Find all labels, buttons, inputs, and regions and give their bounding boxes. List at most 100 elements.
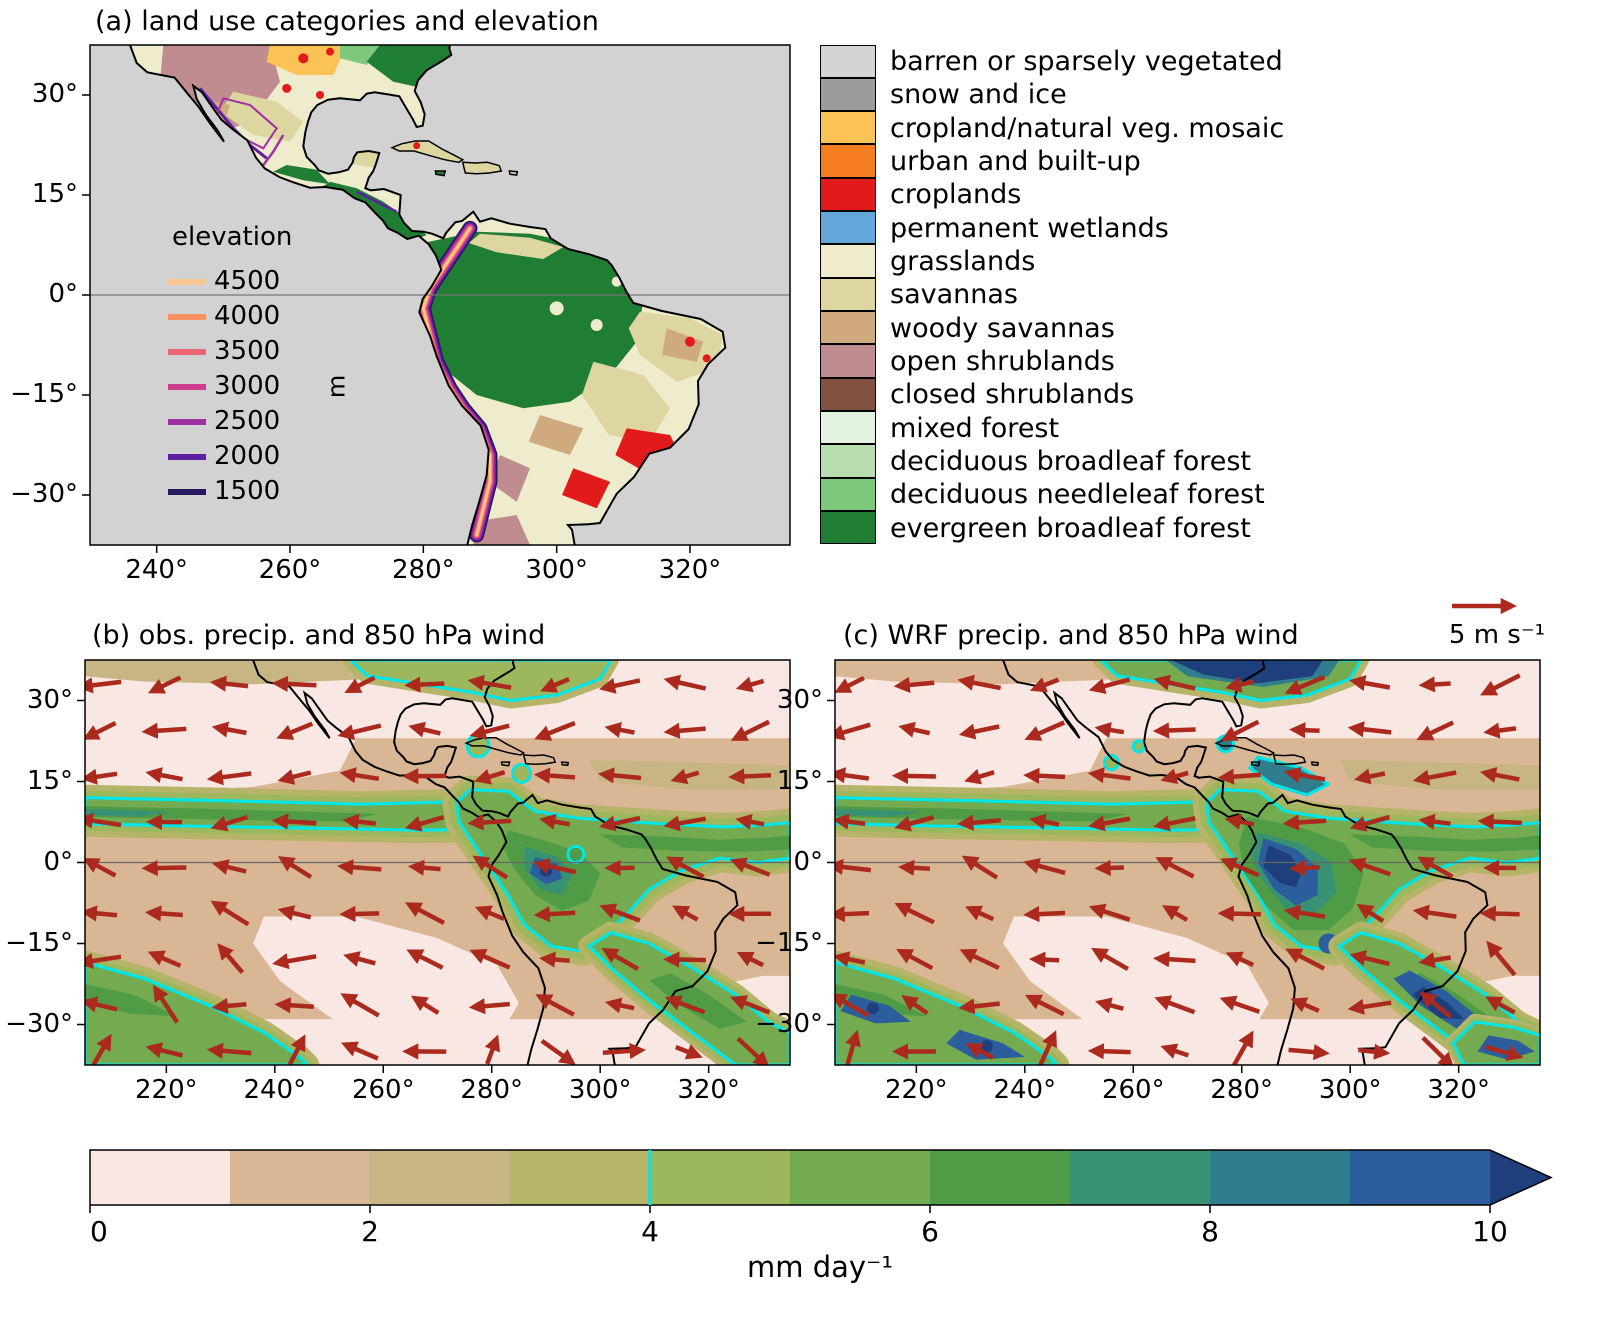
elevation-level-label: 4500	[214, 266, 281, 296]
landuse-legend-item: mixed forest	[820, 411, 1580, 445]
landuse-label: closed shrublands	[890, 379, 1135, 411]
panel-b-x-tick-label: 280°	[460, 1075, 524, 1105]
panel-a-x-tick-label: 320°	[658, 555, 722, 585]
elevation-level-label: 3000	[214, 371, 281, 401]
landuse-label: croplands	[890, 179, 1022, 211]
panel-a-x-tick-label: 260°	[258, 555, 322, 585]
landuse-swatch	[820, 77, 876, 112]
colorbar-tick-label: 8	[1201, 1215, 1219, 1248]
landuse-label: snow and ice	[890, 79, 1067, 111]
elevation-unit-label: m	[322, 374, 351, 399]
panel-c-title: (c) WRF precip. and 850 hPa wind	[843, 620, 1299, 651]
panel-a-y-tick-label: 30°	[31, 79, 78, 109]
landuse-swatch	[820, 511, 876, 545]
panel-c-x-tick-label: 260°	[1101, 1075, 1165, 1105]
landuse-label: mixed forest	[890, 412, 1060, 444]
landuse-legend-item: deciduous broadleaf forest	[820, 444, 1580, 478]
landuse-swatch	[820, 311, 876, 345]
elevation-level-label: 1500	[214, 476, 281, 506]
panel-a-y-tick-label: 0°	[48, 279, 78, 309]
panel-c-y-tick-label: 15°	[776, 765, 823, 796]
elevation-level-label: 2500	[214, 406, 281, 436]
panel-c-y-tick-label: −15°	[755, 927, 823, 958]
landuse-swatch	[820, 411, 876, 445]
panel-c-x-tick-label: 240°	[993, 1075, 1057, 1105]
panel-c-y-tick-label: 0°	[793, 846, 823, 877]
colorbar-unit-label: mm day⁻¹	[747, 1250, 893, 1284]
landuse-legend-item: urban and built-up	[820, 144, 1580, 178]
landuse-legend-item: deciduous needleleaf forest	[820, 477, 1580, 512]
panel-b-x-tick-label: 220°	[135, 1075, 198, 1105]
panel-b-x-tick-label: 320°	[677, 1075, 740, 1105]
panel-c-x-tick-label: 280°	[1210, 1075, 1274, 1105]
panel-a-x-tick-label: 280°	[392, 555, 455, 585]
panel-b-y-tick-label: −15°	[5, 927, 73, 958]
panel-b-x-tick-label: 260°	[351, 1075, 415, 1105]
panel-a-x-tick-label: 300°	[525, 555, 588, 585]
colorbar-tick-label: 6	[921, 1215, 939, 1248]
colorbar-tick-label: 0	[90, 1215, 108, 1248]
landuse-legend-item: barren or sparsely vegetated	[820, 45, 1580, 79]
panel-b-x-tick-label: 300°	[568, 1075, 632, 1105]
colorbar-tick-label: 10	[1472, 1215, 1508, 1248]
landuse-label: woody savannas	[890, 312, 1115, 344]
panel-b-y-tick-label: −30°	[5, 1008, 73, 1039]
landuse-swatch	[820, 144, 876, 178]
elevation-level-label: 4000	[214, 301, 281, 331]
elevation-level-label: 2000	[214, 441, 281, 471]
landuse-swatch	[820, 177, 876, 212]
landuse-legend-item: evergreen broadleaf forest	[820, 511, 1580, 545]
panel-b-y-tick-label: 15°	[26, 765, 73, 796]
panel-a-y-tick-label: −30°	[10, 479, 78, 509]
elevation-legend-title: elevation	[172, 222, 293, 252]
landuse-swatch	[820, 277, 876, 312]
landuse-swatch	[820, 377, 876, 412]
landuse-legend: barren or sparsely vegetated snow and ice…	[820, 45, 1580, 545]
landuse-legend-item: permanent wetlands	[820, 211, 1580, 245]
landuse-swatch	[820, 244, 876, 278]
panel-b-y-tick-label: 30°	[26, 684, 73, 715]
elevation-level-label: 3500	[214, 336, 281, 366]
landuse-legend-item: cropland/natural veg. mosaic	[820, 111, 1580, 145]
landuse-legend-item: grasslands	[820, 244, 1580, 278]
panel-b-title: (b) obs. precip. and 850 hPa wind	[92, 620, 546, 651]
landuse-swatch	[820, 45, 876, 79]
landuse-swatch	[820, 477, 876, 512]
landuse-legend-item: woody savannas	[820, 311, 1580, 345]
landuse-legend-item: closed shrublands	[820, 377, 1580, 412]
landuse-label: deciduous broadleaf forest	[890, 446, 1252, 478]
landuse-label: evergreen broadleaf forest	[890, 512, 1251, 544]
landuse-label: open shrublands	[890, 346, 1115, 378]
panel-c-x-tick-label: 300°	[1318, 1075, 1382, 1105]
panel-a-y-tick-label: 15°	[31, 179, 78, 209]
panel-c-y-tick-label: −30°	[755, 1008, 823, 1039]
landuse-legend-item: snow and ice	[820, 77, 1580, 112]
panel-a-title: (a) land use categories and elevation	[95, 6, 599, 37]
landuse-label: urban and built-up	[890, 146, 1141, 178]
landuse-swatch	[820, 344, 876, 378]
landuse-label: permanent wetlands	[890, 212, 1169, 244]
landuse-label: grasslands	[890, 246, 1036, 278]
landuse-swatch	[820, 211, 876, 245]
landuse-legend-item: savannas	[820, 277, 1580, 312]
panel-b-y-tick-label: 0°	[43, 846, 73, 877]
landuse-label: cropland/natural veg. mosaic	[890, 112, 1285, 144]
landuse-label: savannas	[890, 279, 1018, 311]
panel-a-x-tick-label: 240°	[125, 555, 188, 585]
panel-c-y-tick-label: 30°	[776, 684, 823, 715]
panel-b-x-tick-label: 240°	[243, 1075, 307, 1105]
panel-c-x-tick-label: 220°	[885, 1075, 948, 1105]
landuse-legend-item: croplands	[820, 177, 1580, 212]
colorbar-tick-label: 4	[641, 1215, 659, 1248]
landuse-swatch	[820, 444, 876, 478]
panel-c-x-tick-label: 320°	[1427, 1075, 1490, 1105]
landuse-label: barren or sparsely vegetated	[890, 46, 1283, 78]
landuse-label: deciduous needleleaf forest	[890, 479, 1265, 511]
colorbar-tick-label: 2	[361, 1215, 379, 1248]
landuse-swatch	[820, 111, 876, 145]
landuse-legend-item: open shrublands	[820, 344, 1580, 378]
panel-a-y-tick-label: −15°	[10, 379, 78, 409]
wind-reference-label: 5 m s⁻¹	[1448, 620, 1545, 650]
